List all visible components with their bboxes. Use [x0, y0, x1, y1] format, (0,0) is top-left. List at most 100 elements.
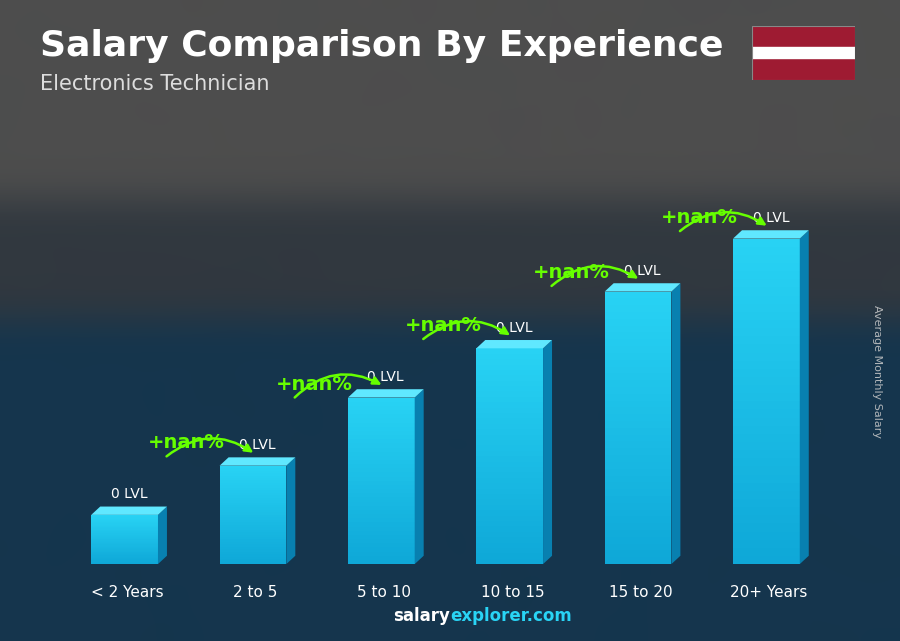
Bar	[476, 494, 543, 499]
Text: 0 LVL: 0 LVL	[496, 320, 533, 335]
Bar	[220, 503, 286, 505]
Text: salary: salary	[393, 607, 450, 625]
Bar	[733, 287, 800, 296]
Bar	[91, 551, 158, 552]
Bar	[348, 552, 415, 556]
Bar	[91, 522, 158, 524]
Bar	[348, 431, 415, 435]
Bar	[733, 361, 800, 369]
Bar	[733, 337, 800, 344]
Bar	[476, 370, 543, 376]
Bar	[605, 339, 671, 346]
Bar	[91, 538, 158, 540]
Bar	[733, 401, 800, 410]
Bar	[348, 544, 415, 547]
Bar	[220, 520, 286, 522]
Bar	[605, 380, 671, 387]
Bar	[220, 562, 286, 564]
Bar	[733, 458, 800, 467]
Bar	[605, 455, 671, 462]
Bar	[605, 326, 671, 333]
Bar	[348, 422, 415, 427]
Bar	[220, 535, 286, 537]
Bar	[733, 426, 800, 434]
Polygon shape	[286, 457, 295, 564]
Bar	[91, 527, 158, 528]
Bar	[220, 510, 286, 512]
Bar	[733, 344, 800, 353]
Text: 0 LVL: 0 LVL	[111, 487, 148, 501]
Bar	[220, 493, 286, 495]
Bar	[348, 427, 415, 431]
Bar	[476, 403, 543, 408]
Bar	[733, 304, 800, 312]
Bar	[220, 483, 286, 485]
Bar	[476, 504, 543, 510]
Bar	[476, 392, 543, 397]
Bar	[348, 410, 415, 414]
Bar	[91, 542, 158, 543]
Bar	[476, 548, 543, 553]
Polygon shape	[671, 283, 680, 564]
Bar	[348, 402, 415, 406]
Bar	[220, 540, 286, 542]
Text: explorer.com: explorer.com	[450, 607, 572, 625]
Bar	[476, 348, 543, 354]
Bar	[348, 481, 415, 485]
Bar	[476, 413, 543, 419]
Bar	[476, 386, 543, 392]
Bar	[348, 397, 415, 402]
Bar	[733, 450, 800, 458]
Polygon shape	[158, 506, 167, 564]
Bar	[476, 478, 543, 483]
Bar	[91, 553, 158, 554]
Bar	[733, 279, 800, 287]
Bar	[605, 298, 671, 305]
Bar	[476, 365, 543, 370]
Bar	[348, 519, 415, 522]
Bar	[733, 263, 800, 271]
Bar	[220, 468, 286, 470]
Bar	[605, 353, 671, 360]
Bar	[605, 496, 671, 503]
Bar	[220, 508, 286, 510]
Bar	[605, 517, 671, 523]
Bar	[220, 554, 286, 556]
Bar	[348, 522, 415, 527]
Bar	[476, 359, 543, 365]
Bar	[476, 521, 543, 526]
Bar	[220, 517, 286, 520]
Polygon shape	[605, 283, 680, 292]
Bar	[605, 557, 671, 564]
Bar	[476, 440, 543, 445]
Bar	[733, 255, 800, 263]
Bar	[476, 451, 543, 456]
Bar	[733, 556, 800, 564]
Bar	[91, 520, 158, 521]
Bar	[476, 408, 543, 413]
Bar	[91, 537, 158, 538]
Bar	[348, 489, 415, 494]
Polygon shape	[543, 340, 552, 564]
Bar	[220, 512, 286, 515]
Bar	[348, 456, 415, 460]
Bar	[605, 503, 671, 510]
Bar	[348, 435, 415, 439]
Bar	[605, 442, 671, 448]
Bar	[348, 477, 415, 481]
Bar	[476, 472, 543, 478]
Bar	[605, 346, 671, 353]
Bar	[348, 460, 415, 464]
Bar	[476, 397, 543, 403]
Bar	[91, 526, 158, 527]
Bar	[348, 556, 415, 560]
Bar	[733, 385, 800, 393]
Bar	[733, 417, 800, 426]
Bar	[605, 387, 671, 394]
Bar	[348, 510, 415, 514]
Bar	[91, 552, 158, 553]
Bar	[605, 510, 671, 517]
Bar	[91, 524, 158, 525]
Bar	[752, 47, 855, 58]
Bar	[733, 320, 800, 328]
